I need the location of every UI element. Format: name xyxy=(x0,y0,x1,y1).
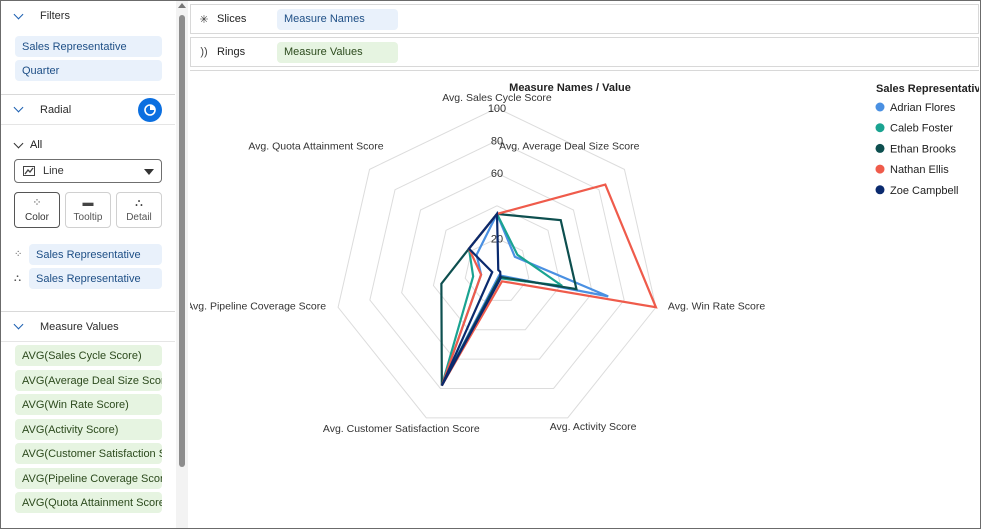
all-marks-toggle[interactable]: All xyxy=(13,138,43,151)
left-panel: Filters Sales Representative Quarter Rad… xyxy=(1,1,175,528)
measure-pill[interactable]: AVG(Customer Satisfaction S... xyxy=(15,443,162,464)
measure-values-panel: Measure Values AVG(Sales Cycle Score) AV… xyxy=(1,312,175,522)
detail-button[interactable]: ⛬ Detail xyxy=(116,192,162,228)
color-dots-icon: ⁘ xyxy=(14,249,23,260)
axis-label: Avg. Pipeline Coverage Score xyxy=(190,300,326,312)
chart-title: Measure Names / Value xyxy=(509,82,631,94)
radial-chart-button[interactable] xyxy=(138,98,162,122)
filters-panel: Filters Sales Representative Quarter xyxy=(1,1,175,95)
legend-item[interactable]: Caleb Foster xyxy=(890,123,953,135)
scrollbar-thumb[interactable] xyxy=(179,15,185,467)
legend-item[interactable]: Zoe Campbell xyxy=(890,185,958,197)
mark-type-value: Line xyxy=(43,165,64,177)
series-line[interactable] xyxy=(440,183,658,387)
slices-label: Slices xyxy=(217,13,247,25)
scroll-up-icon[interactable] xyxy=(178,3,186,8)
legend-title: Sales Representative xyxy=(876,83,979,95)
slices-field-pill[interactable]: Measure Names xyxy=(277,8,398,30)
tick-label: 100 xyxy=(488,103,506,115)
pie-chart-icon xyxy=(144,104,156,116)
measure-pill[interactable]: AVG(Sales Cycle Score) xyxy=(15,345,162,366)
chevron-down-icon[interactable] xyxy=(13,319,24,330)
line-chart-icon xyxy=(23,166,35,176)
filters-header[interactable]: Filters xyxy=(1,1,175,31)
axis-label: Avg. Sales Cycle Score xyxy=(442,92,552,104)
chevron-down-icon[interactable] xyxy=(13,138,24,148)
tooltip-icon: ▬ xyxy=(82,196,94,209)
filter-pill-quarter[interactable]: Quarter xyxy=(15,60,162,81)
left-panel-scrollbar[interactable] xyxy=(176,1,188,528)
tooltip-button[interactable]: ▬ Tooltip xyxy=(65,192,111,228)
legend-swatch[interactable] xyxy=(875,102,885,112)
tooltip-button-label: Tooltip xyxy=(73,211,103,223)
chevron-down-icon[interactable] xyxy=(13,102,24,113)
axis-label: Avg. Average Deal Size Score xyxy=(499,140,639,152)
slices-shelf: ✳ Slices Measure Names xyxy=(190,4,979,34)
filters-title: Filters xyxy=(40,10,70,22)
color-dots-icon: ⁘ xyxy=(32,196,42,209)
legend-swatch[interactable] xyxy=(875,164,885,174)
marks-panel: Radial All Line ⁘ Color ▬ xyxy=(1,95,175,312)
axis-label: Avg. Win Rate Score xyxy=(668,300,765,312)
measure-pill[interactable]: AVG(Pipeline Coverage Score) xyxy=(15,468,162,489)
filter-pill-sales-representative[interactable]: Sales Representative xyxy=(15,36,162,57)
legend-item[interactable]: Ethan Brooks xyxy=(890,143,957,155)
detail-field-pill[interactable]: Sales Representative xyxy=(29,268,162,289)
axis-label: Avg. Activity Score xyxy=(550,421,637,433)
all-label: All xyxy=(30,139,43,151)
rings-field-pill[interactable]: Measure Values xyxy=(277,41,398,63)
measure-pill[interactable]: AVG(Quota Attainment Score) xyxy=(15,492,162,513)
marks-title: Radial xyxy=(40,103,72,116)
rings-icon: )) xyxy=(200,46,208,58)
measure-pill[interactable]: AVG(Activity Score) xyxy=(15,419,162,440)
color-field-pill[interactable]: Sales Representative xyxy=(29,244,162,265)
slices-icon: ✳ xyxy=(199,13,209,26)
color-button[interactable]: ⁘ Color xyxy=(14,192,60,228)
marks-header[interactable]: Radial xyxy=(1,95,175,125)
measure-values-header[interactable]: Measure Values xyxy=(1,312,175,342)
rings-shelf: )) Rings Measure Values xyxy=(190,37,979,67)
caret-down-icon[interactable] xyxy=(144,169,154,175)
mark-type-select[interactable]: Line xyxy=(14,159,162,183)
grid-ring xyxy=(401,172,593,360)
rings-label: Rings xyxy=(217,46,246,58)
legend-swatch[interactable] xyxy=(875,143,885,153)
grid-ring xyxy=(432,205,562,331)
chart-area: Measure Names / Value Avg. Sales Cycle S… xyxy=(190,70,979,528)
tick-label: 60 xyxy=(491,168,503,180)
series-line[interactable] xyxy=(440,210,502,387)
axis-label: Avg. Quota Attainment Score xyxy=(248,140,383,152)
axis-label: Avg. Customer Satisfaction Score xyxy=(323,423,480,435)
grid-ring xyxy=(369,140,625,389)
legend-item[interactable]: Adrian Flores xyxy=(890,102,956,114)
measure-values-title: Measure Values xyxy=(40,320,119,333)
legend-swatch[interactable] xyxy=(875,123,885,133)
radar-chart: Measure Names / Value Avg. Sales Cycle S… xyxy=(190,82,979,435)
tick-label: 80 xyxy=(491,136,503,148)
measure-pill[interactable]: AVG(Win Rate Score) xyxy=(15,394,162,415)
measure-pill[interactable]: AVG(Average Deal Size Score) xyxy=(15,370,162,391)
chevron-down-icon[interactable] xyxy=(13,9,24,19)
hierarchy-icon: ⛬ xyxy=(135,196,143,209)
hierarchy-icon: ⛬ xyxy=(14,273,21,284)
grid-ring xyxy=(337,107,657,419)
detail-button-label: Detail xyxy=(126,211,152,223)
legend-item[interactable]: Nathan Ellis xyxy=(890,164,949,176)
legend-swatch[interactable] xyxy=(875,185,885,195)
color-button-label: Color xyxy=(25,211,49,223)
